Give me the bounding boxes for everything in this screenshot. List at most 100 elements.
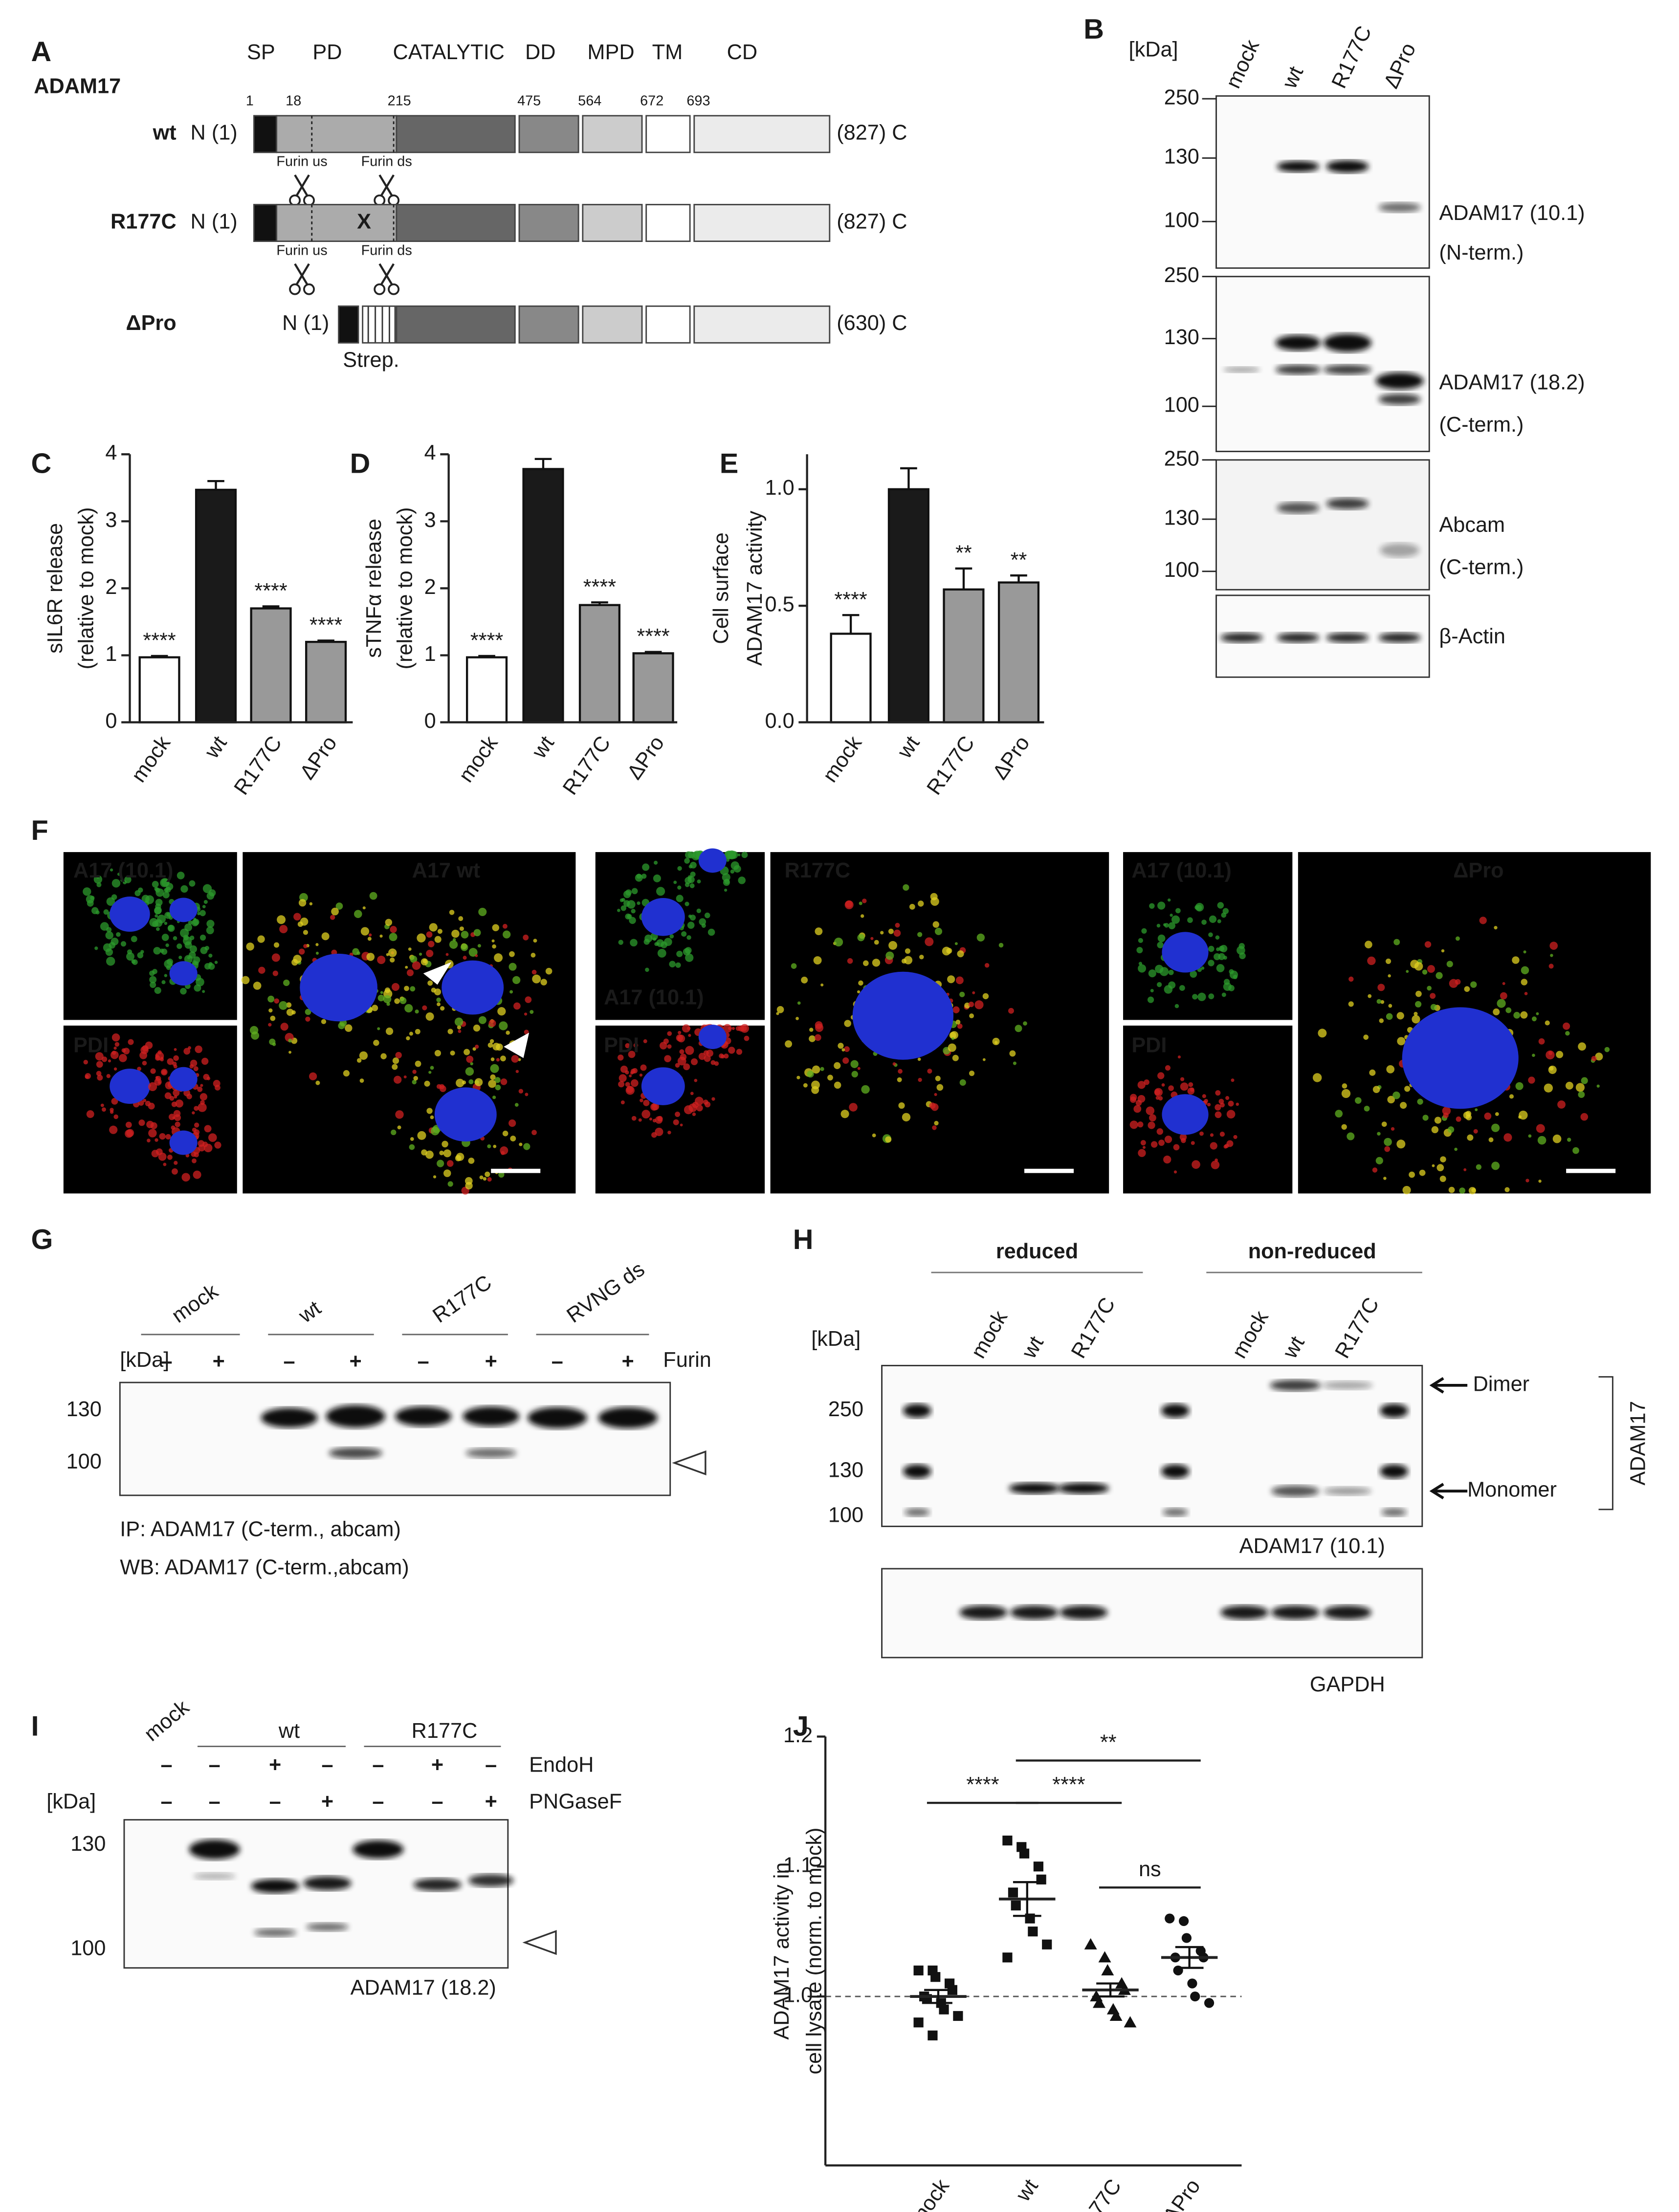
marker-label: 100 (70, 1937, 106, 1960)
stain (1148, 969, 1156, 978)
y-tick-label: 1.0 (765, 476, 795, 500)
stain (957, 1023, 963, 1029)
stain (417, 1131, 426, 1140)
stain (410, 955, 418, 963)
stain (443, 1169, 451, 1177)
domain-box (338, 305, 359, 344)
stain (367, 937, 372, 941)
stain (1495, 1112, 1499, 1116)
stain (1141, 928, 1147, 934)
lane-label: mock (1228, 1307, 1273, 1362)
stain (1396, 1139, 1406, 1149)
y-tick-label: 2 (105, 575, 117, 599)
stain (1223, 982, 1232, 991)
stain (493, 1144, 497, 1148)
stain (683, 948, 690, 956)
stain (1372, 1086, 1380, 1093)
stain (1521, 966, 1529, 975)
stain (1210, 1142, 1217, 1150)
stain (404, 986, 409, 991)
stain (445, 953, 449, 956)
stain (1312, 1073, 1322, 1082)
stain (649, 1117, 652, 1121)
stain (1224, 1143, 1229, 1148)
stain (1347, 1132, 1355, 1140)
marker-label: 100 (828, 1504, 863, 1527)
stain (120, 941, 127, 947)
bar (830, 633, 872, 723)
stain (1491, 1161, 1500, 1170)
stain (157, 1081, 161, 1084)
stain (888, 928, 894, 934)
panel-label: E (720, 448, 739, 480)
stain (523, 1143, 530, 1150)
nucleus (641, 898, 685, 936)
stain (862, 960, 869, 966)
bar (138, 656, 180, 723)
nucleus (442, 960, 504, 1015)
stain (114, 1042, 120, 1047)
point (1002, 1835, 1013, 1846)
band (251, 1879, 299, 1893)
stain (425, 1150, 434, 1159)
treatment-sign: – (418, 1350, 429, 1373)
stain (1521, 979, 1528, 986)
stain (1173, 1144, 1180, 1151)
lane-label: R177C (1067, 1293, 1120, 1362)
stain (736, 1049, 743, 1055)
stain (1150, 988, 1154, 992)
stain (1150, 1141, 1158, 1148)
stain (1430, 1004, 1437, 1010)
nucleus (641, 1067, 685, 1105)
stain (653, 874, 661, 882)
marker-label: 100 (1164, 209, 1199, 232)
point (953, 2011, 963, 2021)
stain (862, 898, 867, 903)
stain (1195, 902, 1204, 912)
condition-label: reduced (996, 1240, 1078, 1263)
nucleus (169, 1130, 198, 1155)
stain (429, 923, 438, 932)
stain (728, 1047, 735, 1054)
stain (1456, 1116, 1461, 1122)
stain (359, 1078, 364, 1083)
lane-label: wt (1017, 1332, 1048, 1362)
stain (1528, 1134, 1532, 1138)
stain (183, 1089, 191, 1096)
treatment-sign: – (552, 1350, 563, 1373)
stain (1406, 970, 1409, 973)
stain (623, 890, 631, 898)
point (913, 1965, 924, 1976)
stain (128, 1039, 134, 1045)
stain (1168, 922, 1175, 929)
stain (1148, 1121, 1155, 1129)
stain (293, 955, 302, 964)
stain (629, 1074, 632, 1077)
band (413, 1878, 462, 1891)
stain (113, 1046, 117, 1050)
stain (982, 1058, 986, 1061)
stain (164, 974, 168, 977)
stain (809, 1028, 814, 1032)
stain (160, 1069, 168, 1075)
stain (619, 1074, 627, 1082)
stain (834, 938, 843, 947)
stain (288, 1038, 292, 1043)
stain (1491, 1123, 1500, 1132)
stain (177, 872, 185, 879)
stain (394, 1075, 402, 1084)
stain (297, 921, 303, 927)
stain (1381, 1121, 1387, 1127)
stain (1180, 1082, 1189, 1091)
stain (729, 851, 738, 859)
stain (1129, 1094, 1137, 1101)
stain (728, 1027, 731, 1030)
stain (198, 1140, 205, 1147)
stain (199, 1093, 208, 1101)
bar (997, 581, 1040, 723)
stain (686, 935, 691, 940)
stain (184, 941, 192, 949)
stain (820, 983, 824, 986)
stain (426, 1108, 433, 1114)
stain (1215, 1104, 1221, 1111)
